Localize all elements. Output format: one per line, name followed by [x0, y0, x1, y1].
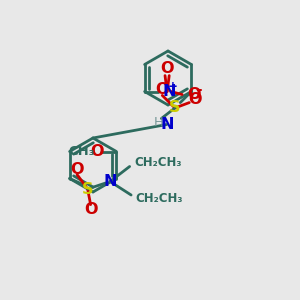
- Text: O: O: [155, 82, 168, 98]
- Text: O: O: [187, 87, 201, 102]
- Text: CH₂CH₃: CH₂CH₃: [134, 156, 182, 170]
- Text: CH₃: CH₃: [69, 145, 95, 158]
- Text: H: H: [153, 116, 163, 129]
- Text: N: N: [160, 117, 173, 132]
- Text: N: N: [163, 84, 176, 99]
- Text: -: -: [195, 82, 201, 97]
- Text: S: S: [169, 100, 181, 116]
- Text: +: +: [168, 80, 178, 93]
- Text: O: O: [85, 202, 98, 217]
- Text: O: O: [70, 162, 83, 177]
- Text: N: N: [103, 174, 117, 189]
- Text: O: O: [90, 144, 104, 159]
- Text: O: O: [160, 61, 174, 76]
- Text: S: S: [82, 182, 93, 196]
- Text: O: O: [188, 92, 202, 107]
- Text: CH₂CH₃: CH₂CH₃: [136, 192, 183, 205]
